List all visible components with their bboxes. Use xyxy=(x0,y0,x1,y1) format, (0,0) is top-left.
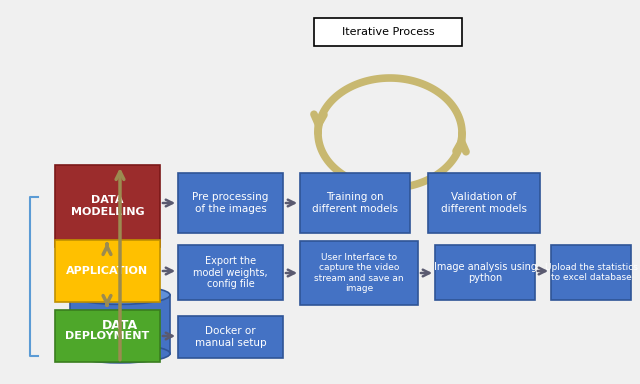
Ellipse shape xyxy=(70,344,170,363)
FancyBboxPatch shape xyxy=(178,173,283,233)
Ellipse shape xyxy=(70,286,170,305)
Text: Image analysis using
python: Image analysis using python xyxy=(433,262,536,283)
Text: Export the
model weights,
config file: Export the model weights, config file xyxy=(193,256,268,289)
FancyBboxPatch shape xyxy=(178,245,283,300)
Text: Pre processing
of the images: Pre processing of the images xyxy=(192,192,269,214)
FancyBboxPatch shape xyxy=(55,310,160,362)
FancyBboxPatch shape xyxy=(178,316,283,358)
Text: DATA
MODELLING: DATA MODELLING xyxy=(70,195,144,217)
FancyBboxPatch shape xyxy=(435,245,535,300)
FancyBboxPatch shape xyxy=(428,173,540,233)
Text: Docker or
manual setup: Docker or manual setup xyxy=(195,326,266,348)
Text: User Interface to
capture the video
stream and save an
image: User Interface to capture the video stre… xyxy=(314,253,404,293)
Text: DEPLOYMENT: DEPLOYMENT xyxy=(65,331,150,341)
FancyBboxPatch shape xyxy=(300,241,418,305)
Text: Validation of
different models: Validation of different models xyxy=(441,192,527,214)
FancyBboxPatch shape xyxy=(55,165,160,247)
Text: APPLICATION: APPLICATION xyxy=(67,266,148,276)
Text: Iterative Process: Iterative Process xyxy=(342,27,435,37)
FancyBboxPatch shape xyxy=(70,295,170,354)
FancyBboxPatch shape xyxy=(551,245,631,300)
FancyBboxPatch shape xyxy=(314,18,462,46)
Text: DATA: DATA xyxy=(102,319,138,332)
FancyBboxPatch shape xyxy=(55,240,160,302)
Text: Training on
different models: Training on different models xyxy=(312,192,398,214)
FancyBboxPatch shape xyxy=(300,173,410,233)
Text: Upload the statistics
to excel database: Upload the statistics to excel database xyxy=(545,263,637,282)
